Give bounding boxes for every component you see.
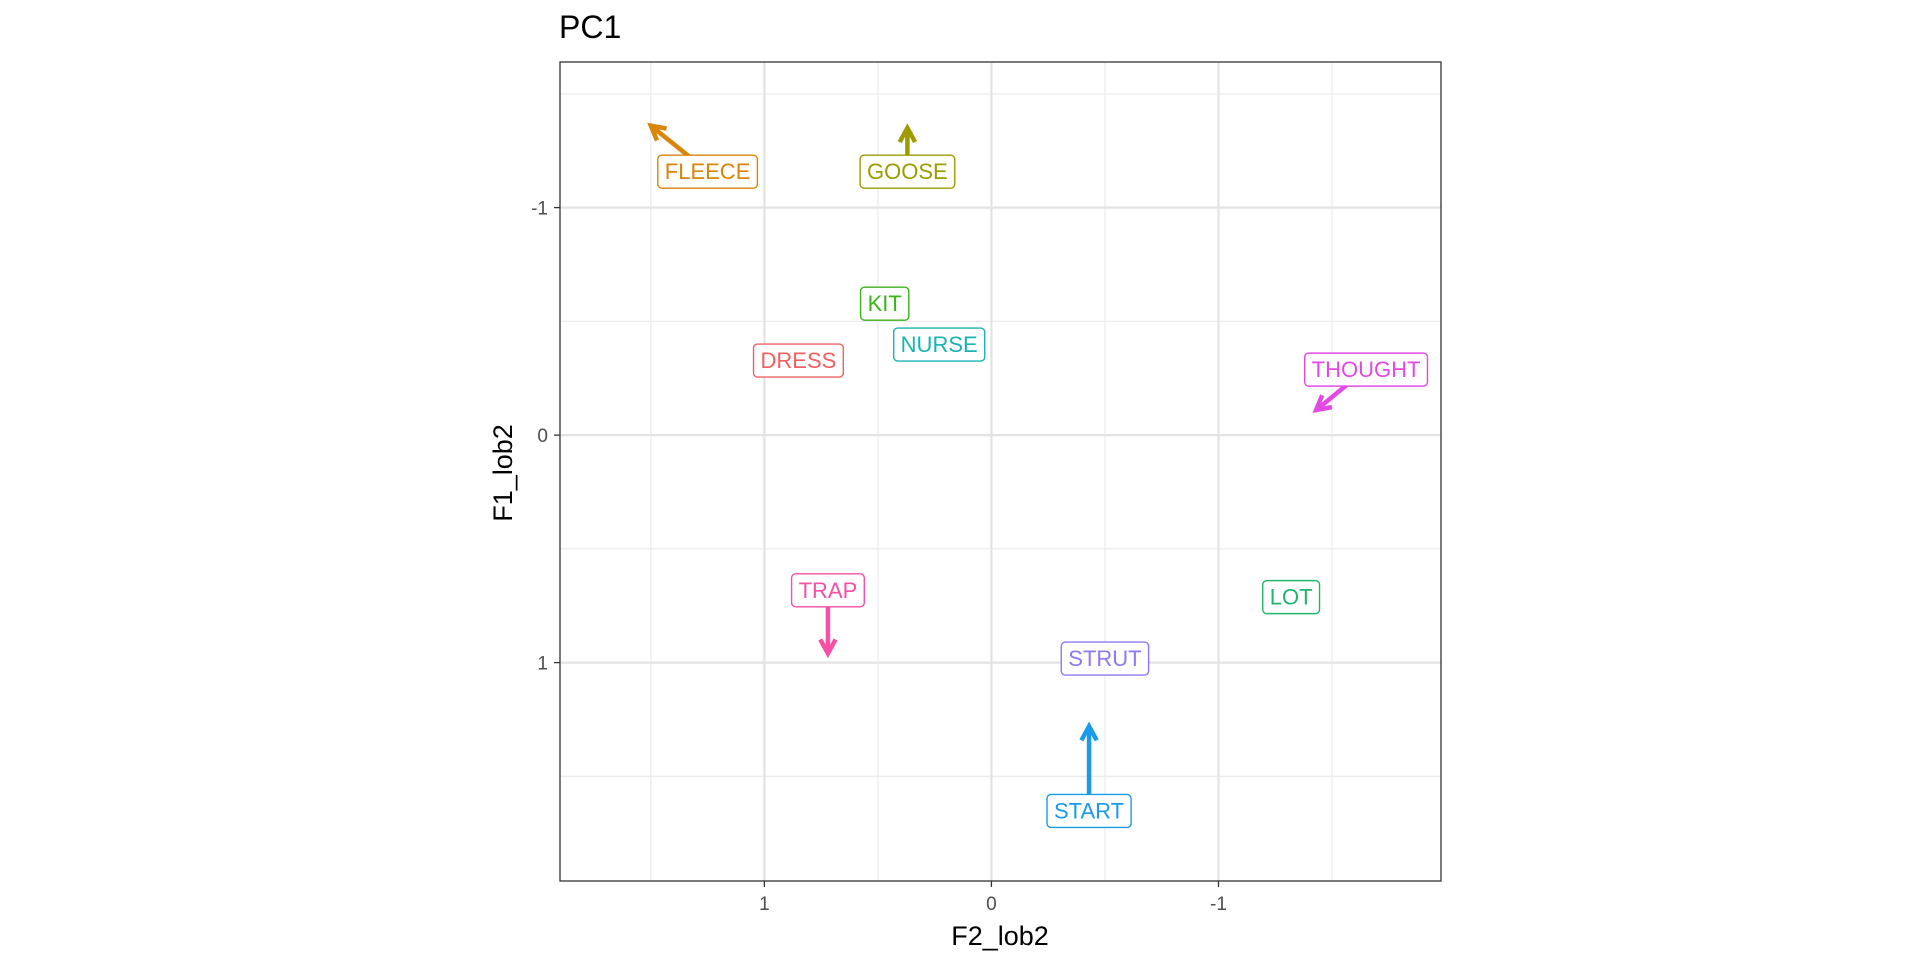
x-tick-label: 1 [759, 894, 770, 915]
x-tick-label: -1 [1210, 894, 1227, 915]
grid-minor [560, 62, 1441, 881]
svg-text:LOT: LOT [1270, 585, 1313, 610]
y-tick-label: 0 [537, 426, 548, 447]
point-label-nurse: NURSE [892, 327, 986, 362]
svg-text:START: START [1054, 798, 1124, 823]
svg-text:FLEECE: FLEECE [665, 159, 751, 184]
chart-title: PC1 [559, 9, 621, 45]
point-label-strut: STRUT [1060, 641, 1150, 676]
svg-text:THOUGHT: THOUGHT [1312, 357, 1421, 382]
point-label-lot: LOT [1262, 579, 1321, 615]
labels: FLEECE GOOSE KIT NURSE DRESS THOUGHT TRAP LOT ST… [657, 154, 1429, 829]
point-label-fleece: FLEECE [657, 154, 759, 189]
plot-panel-border [559, 61, 1442, 882]
svg-text:GOOSE: GOOSE [867, 159, 948, 184]
y-ticks: -1 0 1 [531, 199, 560, 675]
point-label-start: START [1046, 793, 1132, 829]
arrows [647, 122, 1368, 811]
svg-text:NURSE: NURSE [901, 332, 978, 357]
y-axis-title: F1_lob2 [488, 424, 518, 522]
y-tick-label: 1 [537, 654, 548, 675]
svg-text:DRESS: DRESS [761, 348, 837, 373]
point-label-kit: KIT [859, 286, 910, 321]
point-label-dress: DRESS [752, 343, 845, 378]
svg-text:STRUT: STRUT [1068, 646, 1141, 671]
y-tick-label: -1 [531, 199, 548, 220]
svg-text:TRAP: TRAP [799, 578, 858, 603]
point-label-thought: THOUGHT [1303, 352, 1429, 387]
point-label-trap: TRAP [790, 573, 865, 608]
x-ticks: 1 0 -1 [759, 881, 1227, 915]
grid-major [560, 62, 1441, 881]
svg-text:KIT: KIT [868, 291, 902, 316]
x-axis-title: F2_lob2 [951, 921, 1049, 951]
point-label-goose: GOOSE [859, 154, 956, 189]
x-tick-label: 0 [986, 894, 997, 915]
